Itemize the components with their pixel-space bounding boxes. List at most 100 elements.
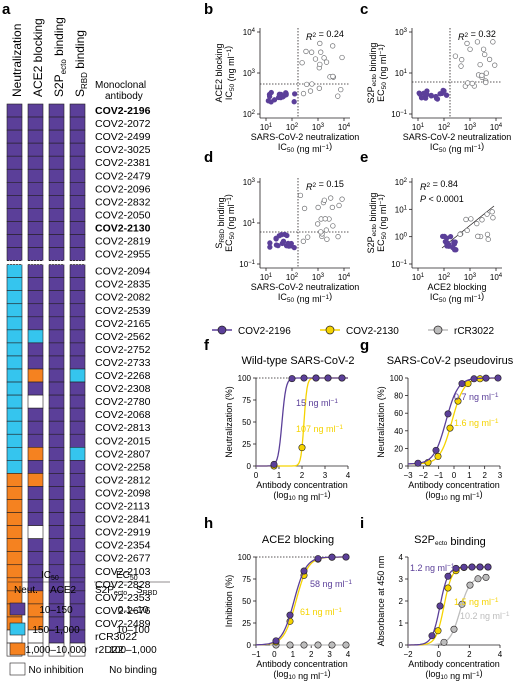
antibody-label: COV2-2841 [95,514,151,526]
scatter-panel-c: 101 102 103 104 103 101 10−1 SARS-CoV-2 neutral… [366,28,511,154]
x-axis-unit: IC50 (ng ml−1) [430,141,484,154]
tick-label: 102 [243,110,256,119]
heatmap-cell [48,460,65,474]
antibody-label: COV2-2353 [95,592,151,604]
data-point [443,92,450,98]
heatmap-cell [69,155,86,170]
heatmap-cell [69,433,86,448]
heatmap-cell [27,103,44,118]
y-axis-label: Neutralization (%) [224,386,234,458]
col-header-srbd: SRBD binding [73,30,89,97]
heatmap-cell [69,195,86,209]
antibody-label: COV2-2807 [95,448,151,460]
y-axis-label: ACE2 blocking [214,43,224,102]
heatmap-cell [6,142,23,157]
x-axis-unit: (log10 ng ml−1) [273,489,330,502]
heatmap-cell [6,342,23,357]
tick-label: 101 [412,123,425,132]
legend-swatch [9,642,26,656]
heatmap-cell [27,168,44,183]
x-axis-label: SARS-CoV-2 neutralization [403,132,512,142]
heatmap-cell [69,342,86,357]
heatmap-cell [27,394,44,409]
data-point [494,374,502,382]
heatmap-cell [6,116,23,131]
antibody-label: COV2-2832 [95,196,151,208]
data-point [312,56,319,62]
data-point [339,196,345,202]
data-point [457,231,463,237]
heatmap-cell [69,329,86,344]
antibody-label: COV2-2489 [95,618,151,630]
data-point [321,55,327,61]
legend-label: COV2-2130 [346,326,399,337]
heatmap-cell [27,290,44,305]
panel-label-a: a [2,1,11,18]
heatmap-cell [6,221,23,235]
data-point [440,638,448,646]
tick-label: 4 [399,553,404,562]
heatmap-cell [48,221,65,235]
heatmap-cell [69,538,86,553]
y-axis-label: Neutralization (%) [376,386,386,458]
heatmap-cell [6,195,23,209]
heatmap-cell [6,460,23,474]
heatmap-cell [48,168,65,183]
legend-ec50-range: No binding [109,665,157,676]
tick-label: 2 [467,650,472,659]
data-point [300,90,307,97]
heatmap-cell [27,316,44,331]
tick-label: 103 [395,28,408,37]
heatmap-cell [48,247,65,261]
data-point [470,375,478,383]
heatmap-cell [69,499,86,513]
heatmap-cell [6,329,23,344]
heatmap-cell [48,407,65,422]
heatmap-cell [69,116,86,131]
heatmap-cell [6,168,23,183]
heatmap-cell [27,142,44,157]
data-point [335,93,341,99]
antibody-label: COV2-2780 [95,396,151,408]
antibody-label: COV2-2677 [95,553,151,565]
tick-label: 101 [243,219,256,228]
tick-label: 102 [286,123,299,132]
antibody-label: COV2-2113 [95,501,150,513]
tick-label: 103 [464,123,477,132]
data-point [414,459,422,467]
x-axis-unit: IC50 (ng ml−1) [278,141,332,154]
tick-label: 1 [467,471,472,480]
data-point [483,79,489,86]
data-point [446,424,454,432]
tick-label: 40 [394,427,403,436]
data-point [298,444,306,452]
x-axis-label: Antibody concentration [256,480,348,490]
legend-ec50-range: 0.1–10 [118,605,149,616]
ec50-annotation: 1.5 ng ml−1 [454,597,499,607]
antibody-label: COV2-2819 [95,236,151,248]
heatmap-cell [48,290,65,305]
data-point [335,233,341,240]
heatmap-cell [6,499,23,513]
legend-swatch [9,622,26,636]
antibody-label: COV2-2499 [95,131,151,143]
heatmap-cell [69,368,86,383]
data-point [458,380,466,388]
data-point [482,51,488,58]
stat-label: R2 = 0.32 [458,29,496,42]
heatmap-cell [6,394,23,409]
tick-label: 104 [338,273,351,282]
heatmap-cell [69,486,86,500]
stat-label: R2 = 0.15 [306,179,344,192]
data-point [267,240,273,246]
heatmap-cell [69,420,86,435]
data-point [284,232,290,239]
antibody-label: COV2-2676 [95,605,151,617]
data-point [428,92,434,99]
data-point [339,54,345,61]
data-point [477,61,483,68]
